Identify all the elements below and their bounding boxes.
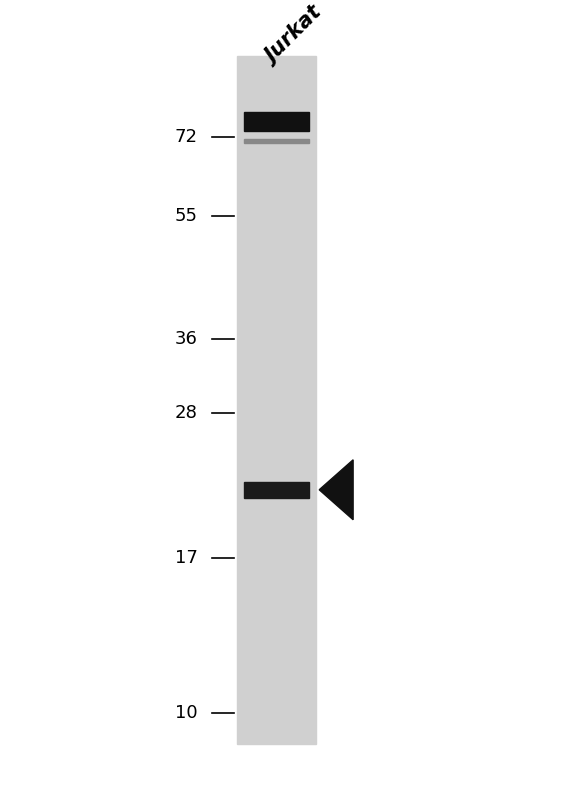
Text: 72: 72 [175,128,198,146]
Polygon shape [319,460,353,520]
Bar [244,139,310,142]
Text: 36: 36 [175,330,198,348]
Text: 10: 10 [175,704,198,722]
Text: 17: 17 [175,550,198,567]
Bar [244,111,310,130]
Text: 28: 28 [175,404,198,422]
Text: 55: 55 [175,206,198,225]
Bar [244,482,310,498]
Text: Jurkat: Jurkat [263,4,327,68]
Bar [237,56,316,744]
